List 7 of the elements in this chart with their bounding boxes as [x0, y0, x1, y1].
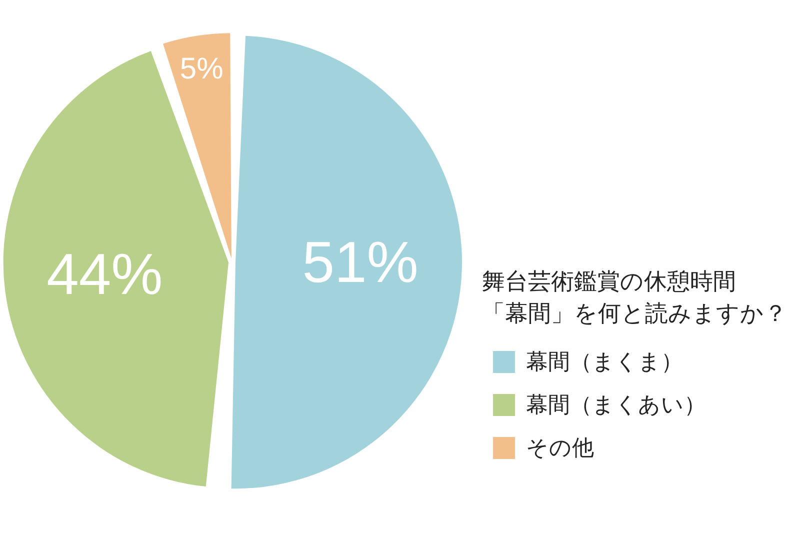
data-label: 5%: [180, 52, 224, 86]
legend-label: 幕間（まくま）: [526, 349, 683, 377]
legend-label: その他: [526, 435, 594, 463]
legend-label: 幕間（まくあい）: [526, 392, 706, 420]
data-label: 51%: [302, 230, 418, 296]
data-label: 44%: [46, 242, 163, 308]
text: 舞台芸術鑑賞の休憩時間「幕間」を何と読みますか？: [482, 268, 788, 329]
